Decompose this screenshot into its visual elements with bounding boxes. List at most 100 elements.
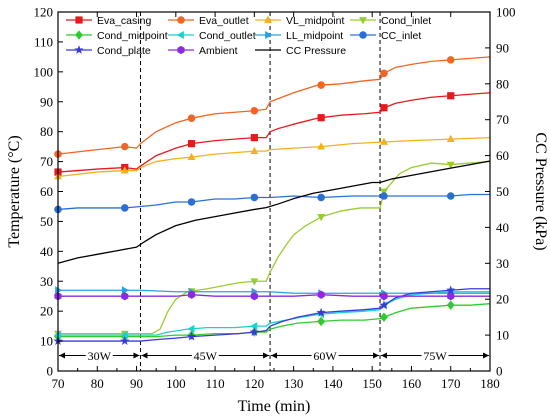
marker-cond-outlet-104 — [187, 324, 195, 333]
legend-marker-cond-inlet — [359, 17, 367, 25]
y-right-tick-label-100: 100 — [496, 5, 516, 20]
legend-marker-ambient — [177, 45, 185, 55]
y-right-tick-label-80: 80 — [496, 76, 509, 91]
marker-eva-casing-153 — [380, 104, 388, 112]
marker-cond-midpoint-153 — [380, 312, 388, 322]
phase-label-30w: 30W — [88, 349, 112, 363]
y-left-tick-label-70: 70 — [40, 154, 53, 169]
phase-labels: 30W 45W 60W 75W — [59, 348, 489, 363]
x-tick-label-110: 110 — [206, 376, 225, 391]
y-left-tick-label-10: 10 — [40, 334, 53, 349]
series-line-ll-midpoint — [58, 289, 490, 294]
marker-eva-casing-170 — [447, 92, 455, 100]
y-left-tick-label-50: 50 — [40, 214, 53, 229]
legend-label-ll-midpoint: LL_midpoint — [286, 30, 343, 42]
phase-label-bg-60w — [311, 348, 339, 363]
marker-vl-midpoint-104 — [187, 152, 196, 160]
x-tick-label-140: 140 — [323, 376, 343, 391]
chart-series — [53, 56, 491, 346]
legend-marker-vl-midpoint — [264, 15, 272, 23]
legend-item-cc-inlet: CC_inlet — [350, 30, 421, 42]
phase-arrow-left-45w — [141, 352, 148, 359]
legend-item-vl-midpoint: VL_midpoint — [255, 15, 344, 27]
legend-label-cond-outlet: Cond_outlet — [199, 30, 256, 42]
series-eva-outlet — [54, 56, 491, 158]
y-right-tick-label-50: 50 — [496, 184, 509, 199]
marker-eva-casing-137 — [317, 114, 325, 122]
legend-item-ll-midpoint: LL_midpoint — [255, 30, 343, 42]
x-tick-label-160: 160 — [402, 376, 422, 391]
legend-label-vl-midpoint: VL_midpoint — [286, 15, 344, 27]
series-line-ambient — [58, 294, 490, 297]
y-right-tick-label-60: 60 — [496, 148, 509, 163]
left-y-axis-title: Temperature (°C) — [6, 135, 23, 247]
x-axis-title: Time (min) — [238, 398, 311, 415]
phase-arrow-right-45w — [263, 352, 270, 359]
marker-ambient-120 — [250, 292, 258, 301]
marker-eva-outlet-120 — [250, 106, 259, 115]
phase-label-bg-30w — [85, 348, 113, 363]
y-right-tick-label-0: 0 — [496, 364, 503, 379]
series-eva-casing — [54, 92, 491, 176]
legend-marker-eva-casing — [75, 16, 83, 24]
series-cond-outlet — [53, 287, 490, 340]
y-right-tick-label-70: 70 — [496, 112, 509, 127]
marker-eva-casing-120 — [250, 134, 258, 142]
phase-label-75w: 75W — [423, 349, 447, 363]
y-right-tick-label-90: 90 — [496, 40, 509, 55]
phase-label-45w: 45W — [194, 349, 218, 363]
series-line-eva-outlet — [57, 56, 491, 155]
phase-75w: 75W — [381, 348, 489, 363]
legend-marker-eva-outlet — [177, 16, 185, 24]
marker-ll-midpoint-87 — [121, 286, 130, 295]
marker-ll-midpoint-70 — [55, 286, 63, 295]
marker-eva-outlet-87 — [120, 142, 129, 151]
series-line-eva-casing — [57, 92, 491, 173]
x-tick-label-130: 130 — [284, 376, 304, 391]
marker-cond-inlet-170 — [446, 161, 455, 169]
x-tick-label-150: 150 — [362, 376, 382, 391]
y-right-tick-label-40: 40 — [496, 220, 509, 235]
phase-label-bg-75w — [421, 348, 449, 363]
legend-item-eva-outlet: Eva_outlet — [168, 15, 249, 27]
marker-cond-plate-137 — [316, 307, 326, 317]
marker-ambient-137 — [317, 290, 325, 299]
legend-item-cc-pressure: CC Pressure — [255, 45, 346, 57]
phase-arrow-left-60w — [271, 352, 278, 359]
y-left-tick-label-20: 20 — [40, 304, 53, 319]
phase-45w: 45W — [141, 348, 270, 363]
marker-cc-inlet-120 — [250, 193, 259, 202]
marker-cond-inlet-120 — [250, 278, 259, 286]
phase-arrow-right-30w — [133, 352, 140, 359]
legend-item-cond-midpoint: Cond_midpoint — [66, 30, 168, 42]
marker-cond-midpoint-170 — [446, 300, 455, 310]
marker-vl-midpoint-137 — [317, 142, 326, 150]
x-tick-label-100: 100 — [166, 376, 186, 391]
marker-cc-inlet-170 — [446, 192, 455, 200]
marker-cond-outlet-87 — [120, 331, 128, 340]
y-left-tick-label-0: 0 — [47, 364, 54, 379]
y-left-tick-label-100: 100 — [34, 64, 54, 79]
marker-cond-plate-120 — [249, 327, 259, 337]
marker-ambient-153 — [380, 292, 388, 301]
legend-marker-cond-outlet — [176, 31, 184, 39]
legend-label-eva-outlet: Eva_outlet — [199, 15, 249, 27]
x-tick-label-70: 70 — [52, 376, 65, 391]
y-right-tick-label-30: 30 — [496, 256, 509, 271]
legend-label-cc-inlet: CC_inlet — [381, 30, 421, 42]
phase-arrow-left-75w — [381, 352, 388, 359]
x-tick-label-80: 80 — [91, 376, 104, 391]
marker-eva-outlet-170 — [446, 56, 455, 64]
legend-label-cond-inlet: Cond_inlet — [381, 15, 431, 27]
phase-arrow-left-30w — [59, 352, 65, 359]
marker-cond-inlet-137 — [317, 214, 326, 222]
y-left-tick-label-110: 110 — [34, 34, 53, 49]
legend-label-ambient: Ambient — [199, 45, 238, 57]
marker-ambient-170 — [447, 292, 455, 301]
chart-legend: Eva_casing Eva_outlet VL_midpoint Cond_inle… — [66, 15, 431, 57]
x-tick-label-120: 120 — [245, 376, 265, 391]
series-vl-midpoint — [54, 134, 491, 180]
legend-item-cond-plate: Cond_plate — [66, 45, 151, 57]
legend-item-ambient: Ambient — [168, 45, 238, 57]
